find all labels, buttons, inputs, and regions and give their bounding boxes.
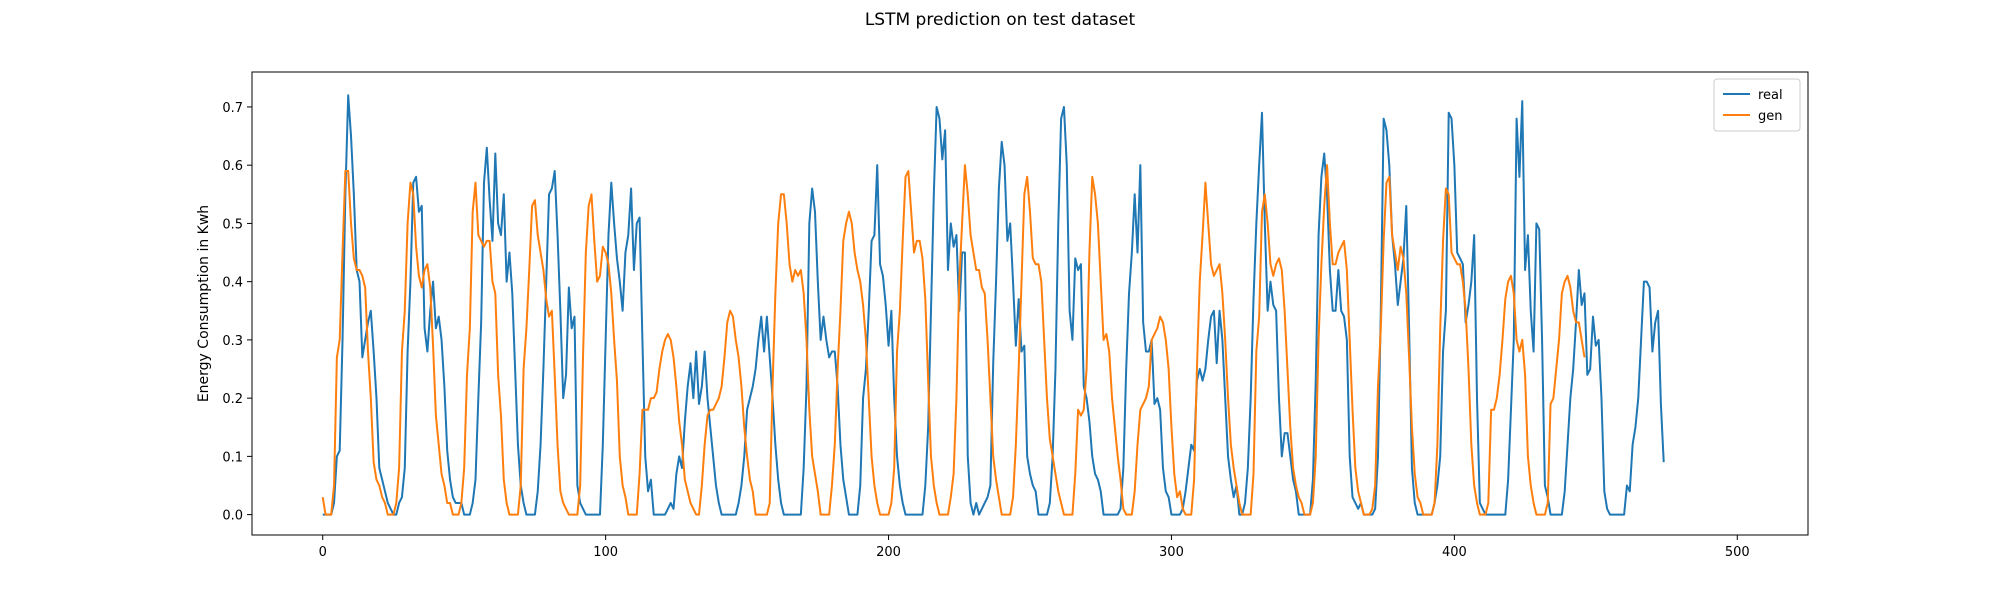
- x-tick-label: 200: [876, 545, 901, 560]
- y-tick-label: 0.1: [222, 450, 243, 465]
- y-tick-label: 0.6: [222, 159, 243, 174]
- y-axis: 0.0 0.1 0.2 0.3 0.4 0.5 0.6 0.7: [222, 101, 252, 524]
- y-axis-label: Energy Consumption in Kwh: [196, 205, 212, 402]
- x-tick-label: 0: [319, 545, 327, 560]
- legend-label-gen: gen: [1758, 109, 1783, 124]
- x-tick-label: 500: [1725, 545, 1750, 560]
- x-tick-label: 100: [593, 545, 618, 560]
- legend-box: [1713, 78, 1801, 132]
- x-tick-label: 400: [1442, 545, 1467, 560]
- plot-area: [321, 94, 1665, 516]
- series-line-real: [322, 94, 1665, 516]
- y-tick-label: 0.2: [222, 392, 243, 407]
- plot-frame: [251, 71, 1809, 536]
- x-tick-label: 300: [1159, 545, 1184, 560]
- y-tick-label: 0.7: [222, 101, 243, 116]
- y-tick-label: 0.5: [222, 217, 243, 232]
- x-axis: 0 100 200 300 400 500: [319, 535, 1750, 560]
- legend-label-real: real: [1758, 88, 1783, 103]
- y-tick-label: 0.3: [222, 334, 243, 349]
- chart-title: LSTM prediction on test dataset: [865, 10, 1136, 30]
- legend: real gen: [1713, 78, 1801, 132]
- series-line-gen: [321, 164, 1586, 516]
- y-tick-label: 0.0: [222, 509, 243, 524]
- y-tick-label: 0.4: [222, 276, 243, 291]
